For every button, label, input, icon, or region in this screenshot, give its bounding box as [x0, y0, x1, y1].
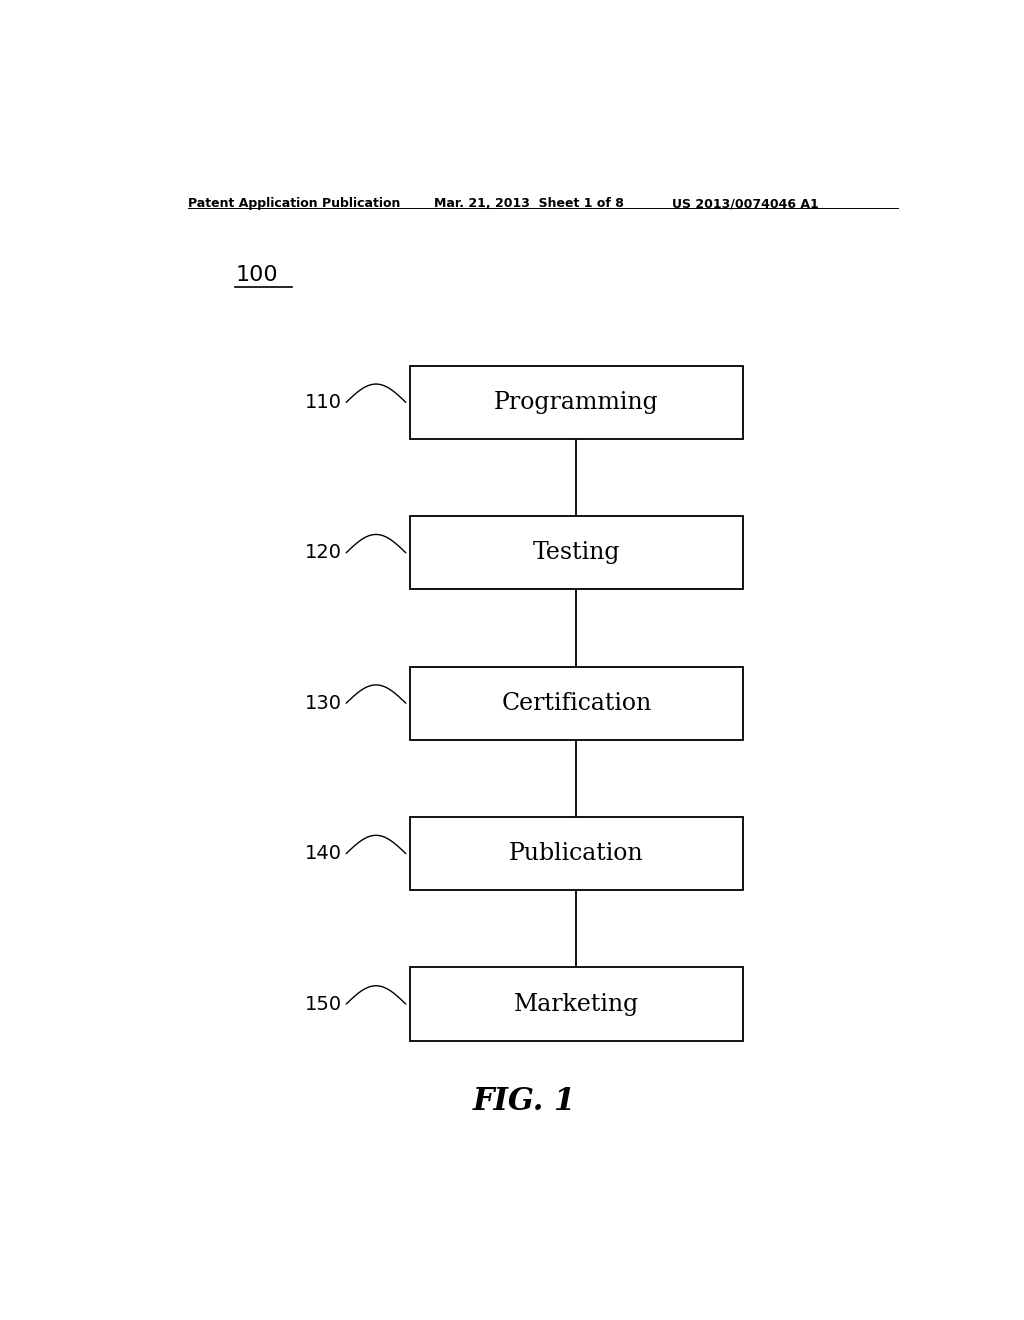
Text: 110: 110 [305, 393, 342, 412]
Bar [410, 516, 743, 589]
Text: Testing: Testing [532, 541, 621, 564]
Text: 140: 140 [305, 843, 342, 863]
Text: Mar. 21, 2013  Sheet 1 of 8: Mar. 21, 2013 Sheet 1 of 8 [433, 197, 624, 210]
Bar [410, 366, 743, 440]
Text: 100: 100 [236, 265, 278, 285]
Text: 150: 150 [305, 994, 342, 1014]
Text: FIG. 1: FIG. 1 [473, 1086, 577, 1117]
Text: Marketing: Marketing [514, 993, 639, 1015]
Bar [410, 667, 743, 739]
Text: 130: 130 [305, 694, 342, 713]
Text: US 2013/0074046 A1: US 2013/0074046 A1 [672, 197, 818, 210]
Text: Patent Application Publication: Patent Application Publication [187, 197, 400, 210]
Text: Certification: Certification [502, 692, 651, 714]
Bar [410, 968, 743, 1040]
Text: Programming: Programming [494, 391, 658, 414]
Text: 120: 120 [305, 544, 342, 562]
Bar [410, 817, 743, 890]
Text: Publication: Publication [509, 842, 644, 865]
